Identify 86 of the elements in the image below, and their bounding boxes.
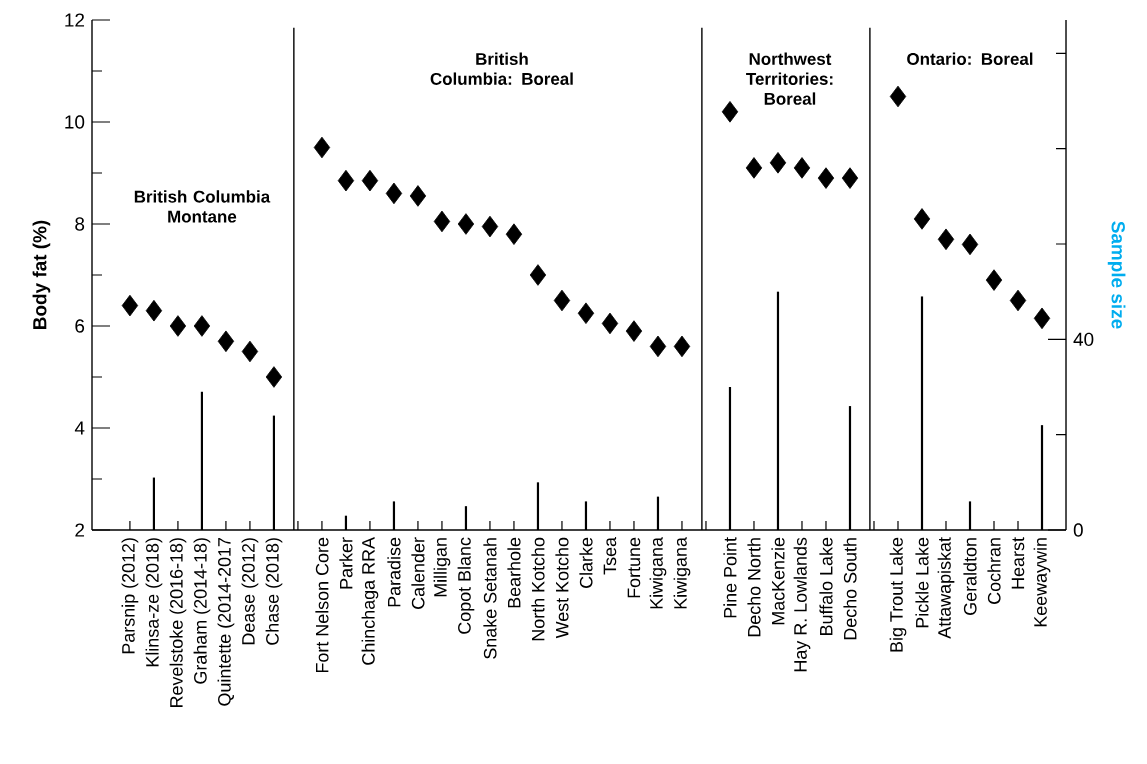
annotation: British Columbia: Boreal	[430, 52, 573, 85]
point	[1033, 307, 1051, 330]
point	[529, 264, 547, 286]
x-tick-label: West Kotcho	[555, 537, 569, 639]
x-tick-label: Kiwigana	[673, 537, 691, 609]
point	[169, 315, 187, 337]
x-tick-label: Revelstoke (2016-18)	[169, 538, 187, 708]
x-tick-label: Chinchaga RRA	[361, 537, 379, 665]
point	[409, 185, 427, 207]
x-tick-label: Tsea	[603, 537, 617, 575]
point	[241, 340, 259, 363]
x-tick-label: Fortune	[627, 537, 641, 598]
x-tick-label: Geraldton	[963, 538, 977, 615]
point	[193, 315, 211, 337]
point	[457, 213, 475, 235]
point	[1009, 289, 1027, 312]
y-tick-label: 12	[65, 13, 85, 27]
y2-tick-label: 0	[1073, 523, 1083, 537]
point	[721, 101, 739, 123]
point	[985, 269, 1003, 291]
x-tick-label: Snake Setanah	[483, 538, 497, 659]
x-tick-label: Hearst	[1011, 537, 1025, 589]
x-tick-label: Pickle Lake	[915, 537, 929, 628]
x-tick-label: Chase (2018)	[265, 538, 283, 645]
x-tick-label: Pine Point	[723, 537, 737, 618]
point	[601, 312, 619, 335]
x-tick-label: Milligan	[433, 538, 451, 597]
y-tick-label: 10	[65, 115, 85, 129]
annotation: Northwest Territories: Boreal	[746, 52, 833, 105]
point	[553, 289, 571, 312]
point	[361, 169, 379, 192]
x-tick-label: Quintette (2014-2017	[217, 537, 235, 706]
point	[817, 167, 835, 189]
y-tick-label: 6	[75, 319, 85, 333]
point	[649, 335, 667, 358]
x-tick-label: Decho South	[843, 538, 857, 640]
point	[841, 167, 859, 189]
x-tick-label: Fort Nelson Core	[315, 537, 329, 673]
x-tick-label: Dease (2012)	[241, 538, 259, 645]
annotation: Ontario: Boreal	[907, 52, 1033, 65]
point	[625, 320, 643, 342]
point	[217, 330, 235, 353]
point	[313, 136, 331, 159]
point	[121, 294, 139, 317]
point	[937, 228, 955, 251]
x-tick-label: North Kotcho	[531, 537, 545, 641]
x-tick-label: Decho North	[747, 538, 761, 637]
x-tick-label: Klinsa-ze (2018)	[145, 538, 163, 667]
point	[793, 157, 811, 179]
point	[505, 223, 523, 245]
x-tick-label: Cochran	[987, 538, 1001, 604]
y-tick-label: 4	[74, 421, 85, 435]
x-tick-label: Parsnip (2012)	[121, 538, 139, 654]
point	[745, 157, 763, 179]
y2-axis-title: Sample size	[1107, 221, 1126, 329]
x-tick-label: Clarke	[579, 537, 593, 588]
x-tick-label: Copot Blanc	[457, 537, 475, 634]
y-axis-title: Body fat (%)	[32, 220, 51, 329]
point	[481, 215, 499, 238]
point	[913, 208, 931, 230]
annotation: British Columbia Montane	[134, 190, 271, 223]
point	[145, 299, 163, 322]
y-tick-label: 2	[75, 523, 85, 537]
x-tick-label: Parker	[339, 537, 353, 589]
x-tick-label: Buffalo Lake	[819, 537, 833, 635]
x-tick-label: Paradise	[387, 537, 401, 607]
x-tick-label: Attawapiskat	[937, 537, 955, 639]
x-tick-label: Graham (2014-18)	[193, 538, 211, 684]
x-tick-label: Hay R. Lowlands	[793, 537, 811, 672]
point	[889, 85, 907, 108]
x-tick-label: Big Trout Lake	[889, 537, 907, 652]
point	[673, 335, 691, 358]
x-tick-label: Keewaywin	[1033, 538, 1051, 627]
point	[433, 210, 451, 233]
y2-tick-label: 40	[1073, 332, 1094, 347]
point	[385, 182, 403, 205]
y-tick-label: 8	[75, 217, 85, 231]
x-tick-label: Calender	[411, 537, 425, 609]
point	[265, 366, 283, 388]
x-tick-label: Bearhole	[507, 537, 521, 608]
point	[961, 233, 979, 256]
x-tick-label: MacKenzie	[771, 537, 785, 625]
point	[337, 169, 355, 192]
point	[769, 152, 787, 174]
point	[577, 302, 595, 325]
x-tick-label: Kiwigana	[649, 537, 667, 609]
